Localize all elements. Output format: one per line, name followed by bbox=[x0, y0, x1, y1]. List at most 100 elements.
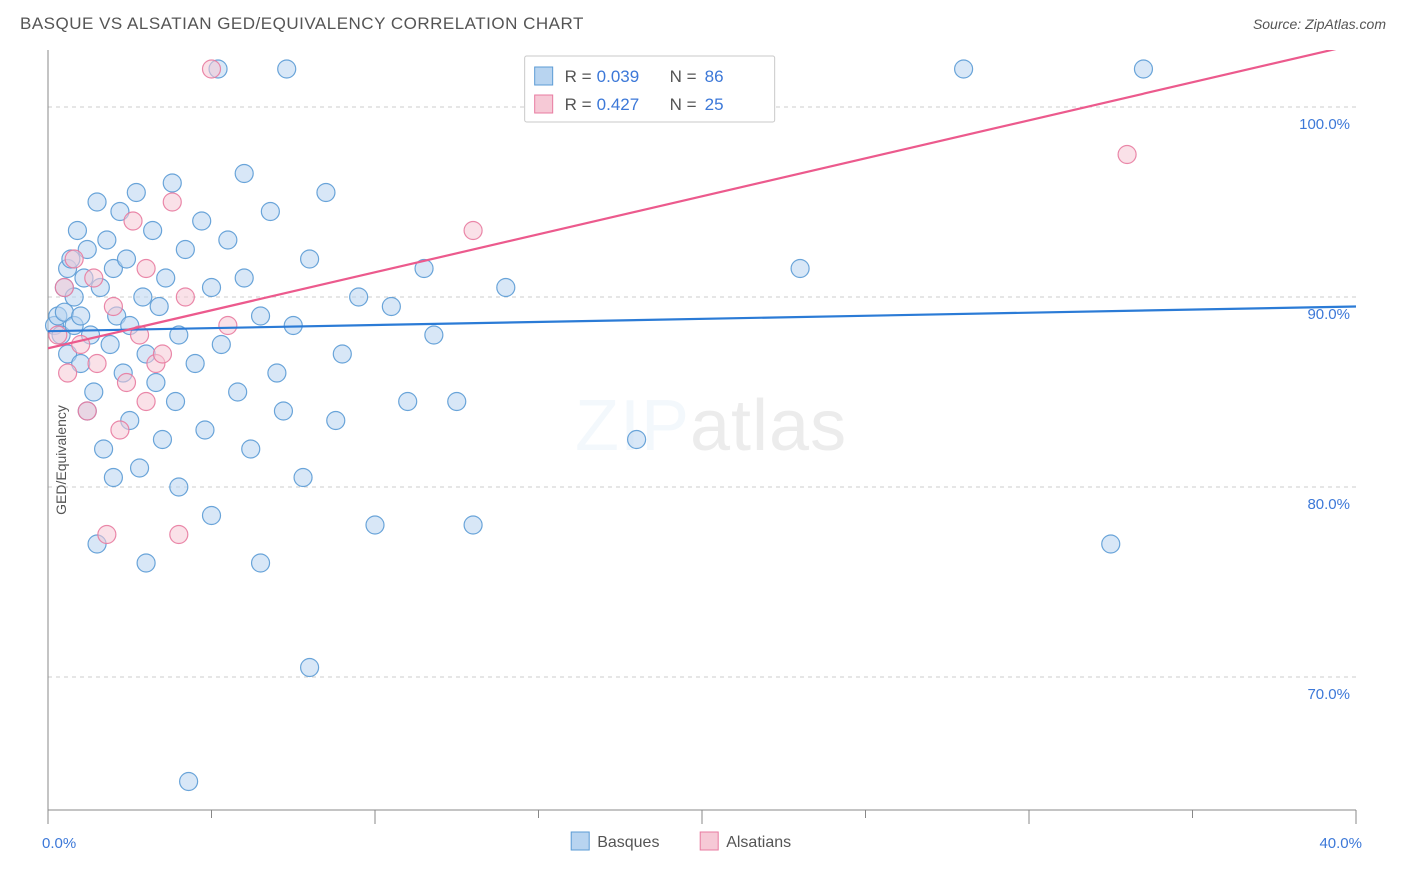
y-tick-label: 90.0% bbox=[1307, 306, 1350, 323]
legend: Basques Alsatians bbox=[571, 832, 791, 851]
scatter-point bbox=[497, 279, 515, 297]
scatter-point bbox=[88, 193, 106, 211]
scatter-point bbox=[72, 307, 90, 325]
legend-label: Basques bbox=[597, 834, 659, 851]
scatter-point bbox=[137, 260, 155, 278]
scatter-point bbox=[65, 250, 83, 268]
stats-r-label: R = bbox=[565, 67, 592, 86]
stats-n-value: 25 bbox=[705, 95, 724, 114]
scatter-point bbox=[68, 222, 86, 240]
scatter-point bbox=[448, 393, 466, 411]
scatter-point bbox=[219, 317, 237, 335]
scatter-point bbox=[628, 431, 646, 449]
watermark: ZIPatlas bbox=[575, 386, 847, 466]
scatter-point bbox=[176, 288, 194, 306]
scatter-point bbox=[176, 241, 194, 259]
scatter-point bbox=[301, 659, 319, 677]
scatter-point bbox=[85, 383, 103, 401]
scatter-point bbox=[425, 326, 443, 344]
x-tick-label: 0.0% bbox=[42, 835, 76, 852]
scatter-point bbox=[203, 60, 221, 78]
scatter-point bbox=[301, 250, 319, 268]
scatter-point bbox=[366, 516, 384, 534]
y-tick-label: 100.0% bbox=[1299, 116, 1350, 133]
trend-line bbox=[48, 307, 1356, 332]
scatter-point bbox=[104, 298, 122, 316]
stats-r-value: 0.427 bbox=[597, 95, 640, 114]
scatter-point bbox=[137, 393, 155, 411]
scatter-point bbox=[203, 507, 221, 525]
chart-title: BASQUE VS ALSATIAN GED/EQUIVALENCY CORRE… bbox=[20, 14, 584, 34]
scatter-point bbox=[78, 402, 96, 420]
scatter-point bbox=[150, 298, 168, 316]
scatter-point bbox=[1102, 535, 1120, 553]
scatter-point bbox=[196, 421, 214, 439]
scatter-point bbox=[464, 222, 482, 240]
stats-n-value: 86 bbox=[705, 67, 724, 86]
scatter-point bbox=[1134, 60, 1152, 78]
correlation-scatter-chart: 70.0%80.0%90.0%100.0%0.0%40.0%ZIPatlasR … bbox=[0, 40, 1406, 880]
scatter-point bbox=[147, 374, 165, 392]
legend-swatch bbox=[571, 832, 589, 850]
scatter-point bbox=[55, 279, 73, 297]
legend-swatch bbox=[700, 832, 718, 850]
scatter-point bbox=[212, 336, 230, 354]
scatter-point bbox=[382, 298, 400, 316]
scatter-point bbox=[124, 212, 142, 230]
scatter-point bbox=[399, 393, 417, 411]
scatter-point bbox=[235, 165, 253, 183]
scatter-point bbox=[137, 554, 155, 572]
scatter-point bbox=[350, 288, 368, 306]
scatter-point bbox=[85, 269, 103, 287]
scatter-point bbox=[327, 412, 345, 430]
scatter-point bbox=[203, 279, 221, 297]
scatter-point bbox=[242, 440, 260, 458]
scatter-point bbox=[163, 193, 181, 211]
scatter-point bbox=[127, 184, 145, 202]
scatter-point bbox=[317, 184, 335, 202]
scatter-point bbox=[117, 374, 135, 392]
svg-text:ZIP: ZIP bbox=[575, 386, 690, 466]
scatter-point bbox=[229, 383, 247, 401]
y-tick-label: 70.0% bbox=[1307, 686, 1350, 703]
scatter-point bbox=[186, 355, 204, 373]
scatter-point bbox=[144, 222, 162, 240]
scatter-point bbox=[219, 231, 237, 249]
stats-r-value: 0.039 bbox=[597, 67, 640, 86]
scatter-point bbox=[464, 516, 482, 534]
stats-n-label: N = bbox=[670, 67, 697, 86]
scatter-point bbox=[167, 393, 185, 411]
svg-text:atlas: atlas bbox=[690, 386, 847, 466]
y-tick-label: 80.0% bbox=[1307, 496, 1350, 513]
scatter-point bbox=[274, 402, 292, 420]
scatter-point bbox=[104, 469, 122, 487]
scatter-point bbox=[111, 421, 129, 439]
scatter-point bbox=[98, 231, 116, 249]
stats-n-label: N = bbox=[670, 95, 697, 114]
scatter-point bbox=[153, 345, 171, 363]
scatter-point bbox=[235, 269, 253, 287]
scatter-point bbox=[163, 174, 181, 192]
scatter-point bbox=[180, 773, 198, 791]
stats-swatch bbox=[535, 67, 553, 85]
scatter-point bbox=[95, 440, 113, 458]
scatter-point bbox=[98, 526, 116, 544]
scatter-point bbox=[278, 60, 296, 78]
stats-r-label: R = bbox=[565, 95, 592, 114]
legend-label: Alsatians bbox=[726, 834, 791, 851]
scatter-point bbox=[153, 431, 171, 449]
scatter-point bbox=[294, 469, 312, 487]
scatter-point bbox=[1118, 146, 1136, 164]
scatter-point bbox=[134, 288, 152, 306]
scatter-point bbox=[791, 260, 809, 278]
scatter-point bbox=[268, 364, 286, 382]
scatter-point bbox=[101, 336, 119, 354]
scatter-point bbox=[49, 326, 67, 344]
scatter-point bbox=[170, 526, 188, 544]
scatter-point bbox=[252, 554, 270, 572]
scatter-point bbox=[261, 203, 279, 221]
source-attribution: Source: ZipAtlas.com bbox=[1253, 16, 1386, 32]
scatter-point bbox=[170, 478, 188, 496]
y-axis-label: GED/Equivalency bbox=[53, 405, 69, 515]
scatter-point bbox=[88, 355, 106, 373]
